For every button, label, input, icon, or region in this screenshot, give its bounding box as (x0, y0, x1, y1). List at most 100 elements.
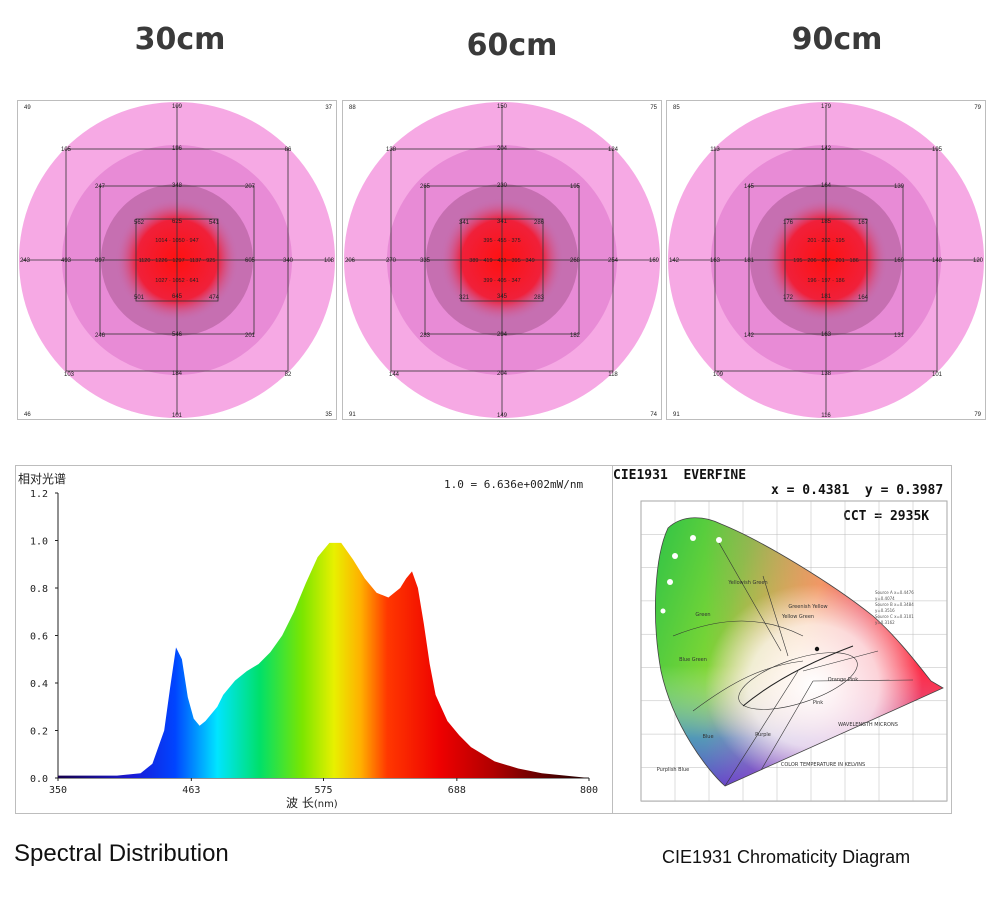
outer-value-left: 142 (669, 258, 680, 264)
ring1-value: 270 (386, 258, 397, 264)
ring2-value: 265 (420, 184, 431, 190)
ppfd-map-60cm: 88 75 91 74 150 149 206 169 138 204 124 270 254 144 20… (342, 100, 662, 420)
outer-value-right: 169 (649, 258, 660, 264)
spectral-distribution-caption: Spectral Distribution (14, 840, 229, 867)
ring3-value: 167 (858, 220, 869, 226)
cie-measured-point (814, 646, 820, 652)
ring2-value: 207 (245, 184, 256, 190)
ring1-value: 195 (932, 147, 943, 153)
ring3-value: 645 (172, 294, 183, 300)
spectrum-y-tick-label: 0.4 (30, 679, 48, 690)
ring1-value: 124 (608, 147, 619, 153)
ring1-value: 101 (932, 372, 943, 378)
spectrum-area (58, 542, 589, 778)
corner-value: 37 (325, 105, 332, 111)
outer-value-top: 150 (497, 104, 508, 110)
spectral-distribution-chart: 相对光谱 1.0 = 6.636e+002mW/nm 0.0 0.2 0.4 0.6 0 (15, 465, 614, 814)
core-values-row1: 395 · 455 · 375 (483, 238, 520, 244)
spectrum-y-tick-label: 0.0 (30, 774, 48, 785)
spectrum-y-tick-label: 0.6 (30, 632, 48, 643)
ring1-value: 196 (172, 146, 183, 152)
core-values-row1: 201 · 202 · 195 (807, 238, 844, 244)
svg-text:Source A x=0.4476: Source A x=0.4476 (875, 590, 914, 595)
cie-diagram: Green Yellowish Green Greenish Yellow Yello… (640, 500, 948, 802)
ring2-value: 139 (894, 184, 905, 190)
svg-text:Source C x=0.3101: Source C x=0.3101 (875, 614, 914, 619)
core-values-row3: 196 · 197 · 186 (807, 278, 844, 284)
ring2-value: 145 (744, 184, 755, 190)
ring2-value: 294 (497, 332, 508, 338)
outer-value-left: 243 (20, 258, 31, 264)
ppfd-map-30cm: 49 37 46 35 109 101 243 108 105 196 86 493 340 103 184… (17, 100, 337, 420)
spectrum-y-tick-label: 1.2 (30, 489, 48, 500)
ring1-value: 103 (64, 372, 75, 378)
spectrum-plot: 0.0 0.2 0.4 0.6 0.8 1.0 1.2 350 463 575 688 800 (30, 489, 598, 796)
ring1-value: 184 (172, 371, 183, 377)
svg-text:y=0.4074: y=0.4074 (875, 596, 895, 601)
corner-value: 79 (974, 412, 981, 418)
corner-value: 35 (325, 412, 332, 418)
ring1-value: 204 (497, 146, 508, 152)
distance-title-90cm: 90cm (791, 22, 883, 57)
ring2-value: 131 (894, 333, 905, 339)
ring2-value: 605 (245, 258, 256, 264)
core-values-row3: 399 · 405 · 347 (483, 278, 520, 284)
distance-title-60cm: 60cm (466, 28, 558, 63)
ring3-value: 474 (209, 295, 220, 301)
cie-region-label: Yellow Green (781, 614, 814, 620)
corner-value: 79 (974, 105, 981, 111)
ring3-value: 283 (534, 295, 545, 301)
ring2-value: 195 (570, 184, 581, 190)
outer-value-bottom: 149 (497, 413, 508, 419)
core-values-row2: 1120 · 1226 · 1297 · 1137 · 925 (139, 258, 216, 264)
spectrum-scale-note: 1.0 = 6.636e+002mW/nm (444, 478, 584, 491)
cie-cct-readout: CCT = 2935K (843, 509, 930, 524)
cie-region-label: Purplish Blue (657, 767, 690, 773)
ring1-value: 204 (497, 371, 508, 377)
spectrum-y-tick-label: 0.2 (30, 727, 48, 738)
ring1-value: 86 (285, 147, 292, 153)
ring3-value: 341 (497, 219, 508, 225)
ring1-value: 142 (821, 146, 832, 152)
cie-region-label: Blue Green (679, 657, 707, 663)
outer-value-bottom: 101 (172, 413, 183, 419)
cie-region-label: Yellowish Green (727, 580, 767, 586)
ring3-value: 286 (534, 220, 545, 226)
outer-value-left: 206 (345, 258, 356, 264)
spectrum-x-tick-label: 350 (49, 785, 67, 796)
cie-region-label: COLOR TEMPERATURE IN KELVINS (781, 762, 865, 768)
ring2-value: 164 (821, 183, 832, 189)
core-values-row2: 195 · 206 · 207 · 201 · 186 (793, 258, 858, 264)
ppfd-map-90cm: 85 79 91 79 179 116 142 120 113 142 195 163 148 109 13… (666, 100, 986, 420)
spectrum-y-tick-label: 0.8 (30, 584, 48, 595)
ring3-value: 176 (783, 220, 794, 226)
cie-sample-dots (660, 535, 722, 614)
ring3-value: 181 (821, 294, 832, 300)
cie-region-label: Orange Pink (828, 677, 859, 683)
cie-region-label: Green (695, 612, 710, 618)
corner-value: 46 (24, 412, 31, 418)
corner-value: 74 (650, 412, 657, 418)
outer-value-bottom: 116 (821, 413, 831, 419)
ring2-value: 230 (497, 183, 508, 189)
ring3-value: 625 (172, 219, 183, 225)
outer-value-top: 109 (172, 104, 183, 110)
corner-value: 91 (673, 412, 680, 418)
outer-value-top: 179 (821, 104, 832, 110)
ring2-value: 169 (894, 258, 905, 264)
ring2-value: 283 (420, 333, 431, 339)
ring2-value: 201 (245, 333, 256, 339)
ring1-value: 144 (389, 372, 400, 378)
cie-header: CIE1931 EVERFINE (613, 468, 747, 483)
ring1-value: 82 (285, 372, 292, 378)
cie-xy-readout: x = 0.4381 y = 0.3987 (771, 483, 944, 498)
corner-value: 49 (24, 105, 31, 111)
spectrum-x-tick-label: 688 (448, 785, 466, 796)
ring3-value: 345 (497, 294, 508, 300)
ring1-value: 148 (932, 258, 943, 264)
cie-region-label: WAVELENGTH MICRONS (838, 722, 898, 728)
ring2-value: 335 (420, 258, 431, 264)
distance-title-30cm: 30cm (134, 22, 226, 57)
ring1-value: 138 (821, 371, 832, 377)
ring3-value: 164 (858, 295, 869, 301)
